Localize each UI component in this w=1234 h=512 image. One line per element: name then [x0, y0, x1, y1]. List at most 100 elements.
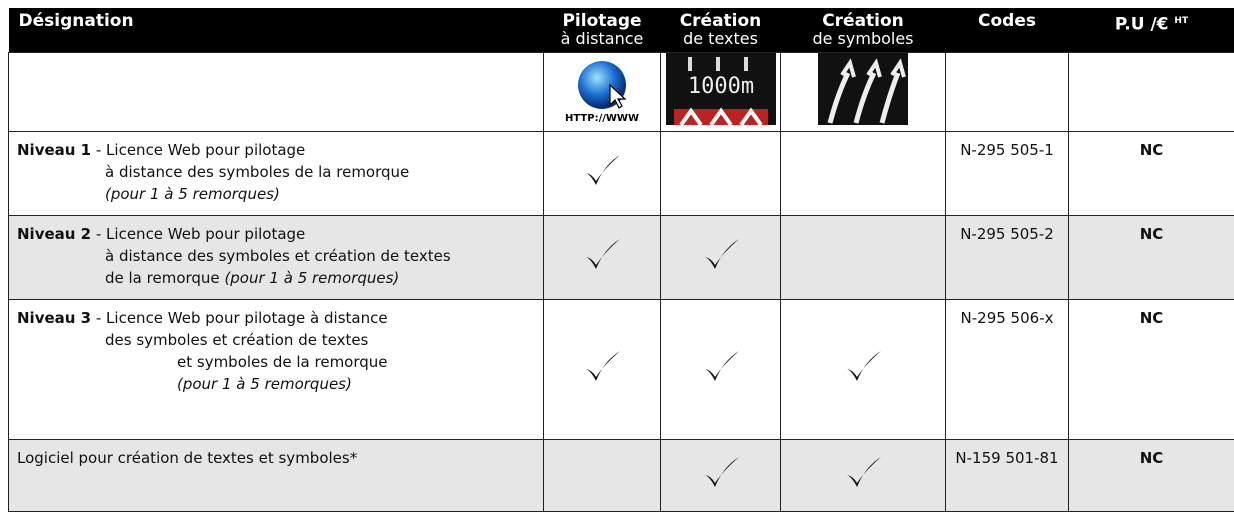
designation-line: Niveau 1 - Licence Web pour pilotage [17, 139, 535, 161]
column-superscript: HT [1174, 16, 1189, 26]
check-stroke [704, 350, 739, 381]
column-subtitle: de symboles [812, 29, 914, 48]
designation-line: de la remorque (pour 1 à 5 remorques) [17, 267, 535, 289]
designation-line: (pour 1 à 5 remorques) [17, 373, 535, 395]
designation-text: Logiciel pour création de textes et symb… [17, 449, 358, 467]
symbol-icon-cell [780, 52, 946, 132]
check-cell [543, 299, 661, 440]
designation-text: - Licence Web pour pilotage [91, 141, 306, 159]
empty-cell [1068, 52, 1234, 132]
web-label: HTTP://WWW [565, 113, 639, 124]
price-table: Désignation Pilotage à distance Création de … [8, 8, 1234, 512]
check-cell [780, 131, 946, 216]
price-cell: NC [1068, 299, 1234, 440]
check-cell [543, 439, 661, 512]
table-body: HTTP://WWW 1000m [8, 52, 1234, 512]
column-title: Pilotage [562, 11, 642, 31]
web-icon-cell: HTTP://WWW [543, 52, 661, 132]
designation-text: à distance des symboles de la remorque [105, 163, 410, 181]
price-cell: NC [1068, 131, 1234, 216]
designation-line: Logiciel pour création de textes et symb… [17, 447, 535, 469]
column-subtitle: de textes [683, 29, 758, 48]
check-stroke [586, 238, 620, 269]
check-mark [847, 456, 881, 487]
code-cell: N-295 505-2 [945, 215, 1069, 300]
check-mark [586, 238, 620, 269]
table-row: Niveau 2 - Licence Web pour pilotage à di… [8, 215, 1234, 300]
check-cell [660, 131, 781, 216]
check-stroke [586, 350, 620, 381]
check-cell [780, 215, 946, 300]
check-stroke [704, 456, 739, 487]
check-mark [704, 456, 739, 487]
designation-text: à distance des symboles et création de t… [105, 247, 451, 265]
column-title: Codes [978, 11, 1036, 31]
designation-cell: Niveau 3 - Licence Web pour pilotage à d… [8, 299, 544, 440]
designation-cell: Logiciel pour création de textes et symb… [8, 439, 544, 512]
code-cell: N-295 506-x [945, 299, 1069, 440]
designation-text: de la remorque [105, 269, 225, 287]
sign-icon-cell: 1000m [660, 52, 781, 132]
check-stroke [847, 350, 881, 381]
web-icon: HTTP://WWW [565, 61, 639, 124]
column-header: Codes [945, 8, 1069, 53]
text-sign-icon: 1000m [665, 53, 776, 127]
code-cell: N-159 501-81 [945, 439, 1069, 512]
check-cell [543, 215, 661, 300]
check-mark [586, 154, 620, 185]
table-row: Niveau 3 - Licence Web pour pilotage à d… [8, 299, 1234, 440]
designation-text: - Licence Web pour pilotage [91, 225, 306, 243]
designation-line: Niveau 2 - Licence Web pour pilotage [17, 223, 535, 245]
header-row: Désignation Pilotage à distance Création de … [8, 8, 1234, 53]
column-header: P.U /€ HT [1068, 8, 1234, 53]
check-mark [847, 350, 881, 381]
table-row: Logiciel pour création de textes et symb… [8, 439, 1234, 512]
check-mark [586, 350, 620, 381]
column-title: Création [679, 11, 762, 31]
price-cell: NC [1068, 215, 1234, 300]
column-header: Création de symboles [780, 8, 946, 53]
designation-cell: Niveau 1 - Licence Web pour pilotage à di… [8, 131, 544, 216]
column-header: Désignation [8, 8, 544, 53]
designation-text: et symboles de la remorque [177, 353, 388, 371]
check-mark [704, 350, 739, 381]
designation-text: (pour 1 à 5 remorques) [177, 375, 352, 393]
designation-line: des symboles et création de textes [17, 329, 535, 351]
designation-line: (pour 1 à 5 remorques) [17, 183, 535, 205]
column-header: Création de textes [660, 8, 781, 53]
sign-label: 1000m [687, 74, 753, 99]
designation-line: et symboles de la remorque [17, 351, 535, 373]
empty-cell [945, 52, 1069, 132]
check-cell [543, 131, 661, 216]
check-stroke [586, 154, 620, 185]
designation-cell: Niveau 2 - Licence Web pour pilotage à di… [8, 215, 544, 300]
designation-line: à distance des symboles et création de t… [17, 245, 535, 267]
check-stroke [704, 238, 739, 269]
designation-text: - Licence Web pour pilotage à distance [91, 309, 388, 327]
column-header: Pilotage à distance [543, 8, 661, 53]
column-title: Désignation [18, 11, 134, 31]
price-cell: NC [1068, 439, 1234, 512]
code-cell: N-295 505-1 [945, 131, 1069, 216]
check-stroke [847, 456, 881, 487]
column-title: Création [822, 11, 904, 31]
icon-row: HTTP://WWW 1000m [8, 52, 1234, 132]
check-cell [660, 299, 781, 440]
designation-line: à distance des symboles de la remorque [17, 161, 535, 183]
column-subtitle: à distance [560, 29, 644, 48]
symbol-sign-icon [818, 53, 908, 125]
check-cell [660, 215, 781, 300]
column-title: P.U /€ [1114, 14, 1169, 35]
designation-text: (pour 1 à 5 remorques) [224, 269, 400, 287]
check-cell [780, 299, 946, 440]
empty-cell [8, 52, 544, 132]
check-mark [704, 238, 739, 269]
level-label: Niveau 3 [17, 309, 92, 327]
level-label: Niveau 1 [17, 141, 92, 159]
designation-line: Niveau 3 - Licence Web pour pilotage à d… [17, 307, 535, 329]
check-cell [780, 439, 946, 512]
designation-text: (pour 1 à 5 remorques) [105, 185, 280, 203]
level-label: Niveau 2 [17, 225, 92, 243]
designation-text: des symboles et création de textes [105, 331, 369, 349]
